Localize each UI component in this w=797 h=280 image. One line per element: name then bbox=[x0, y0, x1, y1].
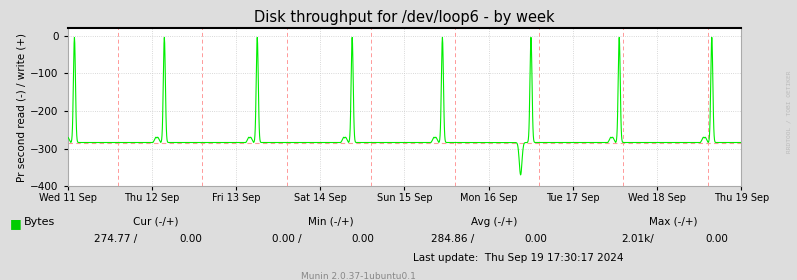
Text: 2.01k/: 2.01k/ bbox=[621, 234, 654, 244]
Text: 284.86 /: 284.86 / bbox=[431, 234, 474, 244]
Text: 0.00: 0.00 bbox=[524, 234, 547, 244]
Text: Max (-/+): Max (-/+) bbox=[650, 217, 697, 227]
Text: RRDTOOL / TOBI OETIKER: RRDTOOL / TOBI OETIKER bbox=[787, 71, 791, 153]
Title: Disk throughput for /dev/loop6 - by week: Disk throughput for /dev/loop6 - by week bbox=[254, 10, 555, 25]
Text: Bytes: Bytes bbox=[24, 217, 55, 227]
Text: Avg (-/+): Avg (-/+) bbox=[471, 217, 517, 227]
Text: 0.00: 0.00 bbox=[351, 234, 374, 244]
Y-axis label: Pr second read (-) / write (+): Pr second read (-) / write (+) bbox=[16, 32, 26, 182]
Text: 274.77 /: 274.77 / bbox=[94, 234, 137, 244]
Text: Min (-/+): Min (-/+) bbox=[308, 217, 354, 227]
Text: 0.00: 0.00 bbox=[180, 234, 202, 244]
Text: Cur (-/+): Cur (-/+) bbox=[132, 217, 179, 227]
Text: Munin 2.0.37-1ubuntu0.1: Munin 2.0.37-1ubuntu0.1 bbox=[301, 272, 416, 280]
Text: 0.00: 0.00 bbox=[706, 234, 728, 244]
Text: 0.00 /: 0.00 / bbox=[272, 234, 302, 244]
Text: ■: ■ bbox=[10, 217, 22, 230]
Text: Last update:  Thu Sep 19 17:30:17 2024: Last update: Thu Sep 19 17:30:17 2024 bbox=[413, 253, 623, 263]
